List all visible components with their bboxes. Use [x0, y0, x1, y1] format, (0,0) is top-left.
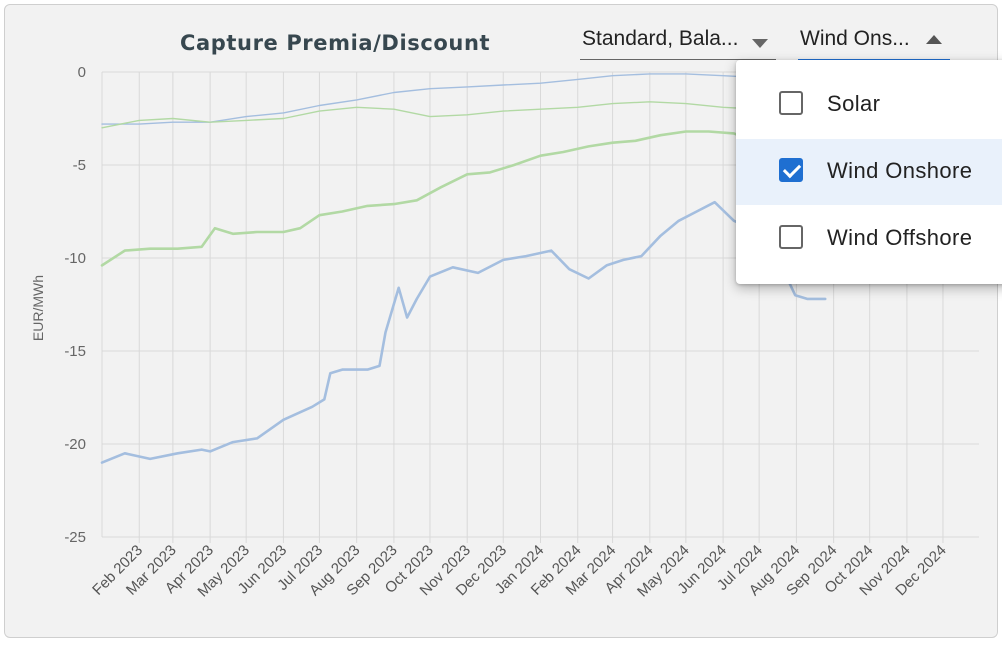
y-tick-label: 0 — [78, 64, 86, 81]
technology-dropdown-menu: Solar Wind Onshore Wind Offshore — [736, 60, 1002, 284]
checkbox-wind-onshore[interactable] — [779, 158, 803, 182]
checkbox-solar[interactable] — [779, 91, 803, 115]
chevron-down-icon — [752, 39, 768, 48]
y-tick-label: -15 — [64, 343, 86, 360]
chevron-up-icon — [926, 35, 942, 44]
menu-item-solar[interactable]: Solar — [736, 72, 1002, 138]
product-select-value: Standard, Bala... — [582, 27, 739, 50]
y-tick-label: -10 — [64, 250, 86, 267]
menu-item-label: Wind Offshore — [827, 225, 973, 250]
series-lines — [100, 73, 827, 464]
y-axis-label: EUR/MWh — [30, 275, 46, 341]
gridlines — [101, 71, 979, 543]
menu-item-wind-onshore[interactable]: Wind Onshore — [736, 139, 1002, 205]
series-line-4 — [100, 200, 827, 464]
technology-select-value: Wind Ons... — [800, 27, 910, 50]
y-tick-label: -20 — [64, 436, 86, 453]
y-tick-label: -5 — [73, 157, 86, 174]
menu-item-wind-offshore[interactable]: Wind Offshore — [736, 206, 1002, 272]
series-line-3 — [100, 130, 760, 267]
chart-title: Capture Premia/Discount — [180, 31, 491, 55]
series-line-2 — [101, 101, 760, 129]
checkbox-wind-offshore[interactable] — [779, 225, 803, 249]
technology-select[interactable]: Wind Ons... — [798, 27, 950, 61]
y-tick-label: -25 — [64, 529, 86, 546]
menu-item-label: Wind Onshore — [827, 158, 973, 183]
y-axis-ticks: 0 -5 -10 -15 -20 -25 — [64, 64, 86, 546]
product-select[interactable]: Standard, Bala... — [580, 27, 776, 60]
menu-item-label: Solar — [827, 91, 881, 116]
